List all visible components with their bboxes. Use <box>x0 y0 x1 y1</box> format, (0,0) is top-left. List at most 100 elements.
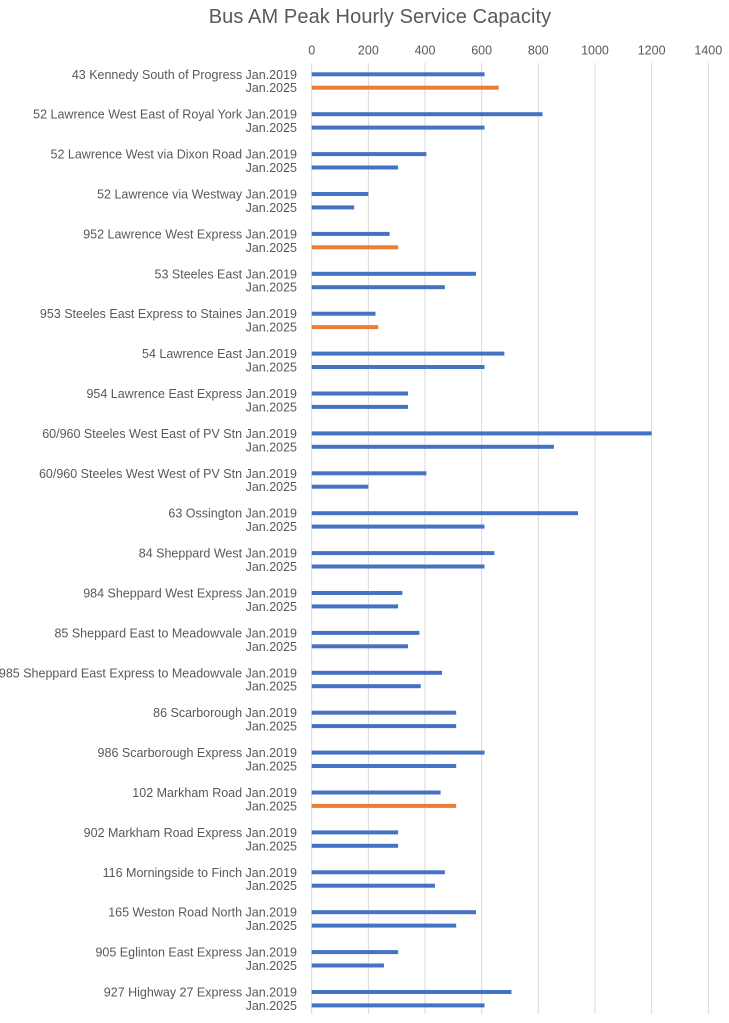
category-label-2019: 60/960 Steeles West East of PV Stn Jan.2… <box>42 427 297 441</box>
bar-2025 <box>311 604 399 609</box>
bar-2019 <box>311 870 445 875</box>
x-tick-label: 1400 <box>694 44 722 58</box>
category-label-2019: 986 Scarborough Express Jan.2019 <box>98 746 297 760</box>
x-axis-tick-labels: 0 200 400 600 800 1000 1200 1400 <box>308 44 722 58</box>
category-label-2019: 84 Sheppard West Jan.2019 <box>139 547 297 561</box>
bar-2025 <box>311 125 485 130</box>
route-name: 985 Sheppard East Express to Meadowvale <box>0 666 242 680</box>
bar-2019 <box>311 750 485 755</box>
bar-2025 <box>311 365 485 369</box>
period-label: Jan.2019 <box>242 626 297 640</box>
category-label-2025: Jan.2025 <box>246 241 297 255</box>
period-label: Jan.2019 <box>242 427 297 441</box>
period-label: Jan.2019 <box>242 706 297 720</box>
bar-2019 <box>311 112 543 117</box>
bar-2019 <box>311 152 427 157</box>
category-label-2025: Jan.2025 <box>246 680 297 694</box>
period-label: Jan.2019 <box>242 666 297 680</box>
bar-2019 <box>311 950 399 955</box>
bar-2025 <box>311 205 355 210</box>
category-label-2025: Jan.2025 <box>246 560 297 574</box>
category-label-2025: Jan.2025 <box>246 361 297 375</box>
category-label-2025: Jan.2025 <box>246 799 297 813</box>
bar-2025 <box>311 444 554 449</box>
route-name: 116 Morningside to Finch <box>103 866 242 880</box>
category-label-2025: Jan.2025 <box>246 400 297 414</box>
bar-2019 <box>311 990 512 994</box>
category-label-2019: 953 Steeles East Express to Staines Jan.… <box>40 307 297 321</box>
bar-2019 <box>311 710 457 715</box>
category-label-2019: 116 Morningside to Finch Jan.2019 <box>103 866 297 880</box>
category-label-2019: 985 Sheppard East Express to Meadowvale … <box>0 666 297 680</box>
route-name: 954 Lawrence East Express <box>86 387 242 401</box>
bar-2019 <box>311 271 477 276</box>
category-label-2019: 102 Markham Road Jan.2019 <box>132 786 297 800</box>
period-label: Jan.2019 <box>242 347 297 361</box>
route-name: 85 Sheppard East to Meadowvale <box>54 626 242 640</box>
route-name: 52 Lawrence West East of Royal York <box>33 108 243 122</box>
category-label-2025: Jan.2025 <box>246 520 297 534</box>
category-label-2025: Jan.2025 <box>246 161 297 175</box>
x-tick-label: 0 <box>308 44 315 58</box>
bar-2025 <box>311 963 384 968</box>
bar-2025 <box>311 724 457 729</box>
period-label: Jan.2019 <box>242 68 297 82</box>
category-label-2019: 52 Lawrence West East of Royal York Jan.… <box>33 108 297 122</box>
route-name: 84 Sheppard West <box>139 547 243 561</box>
bar-2025 <box>311 165 399 170</box>
x-tick-label: 1200 <box>638 44 666 58</box>
category-label-2019: 43 Kennedy South of Progress Jan.2019 <box>72 68 297 82</box>
category-label-2025: Jan.2025 <box>246 919 297 933</box>
period-label: Jan.2019 <box>242 906 297 920</box>
category-label-2019: 984 Sheppard West Express Jan.2019 <box>83 587 297 601</box>
bar-2019 <box>311 591 403 595</box>
period-label: Jan.2019 <box>242 467 297 481</box>
category-label-2025: Jan.2025 <box>246 879 297 893</box>
period-label: Jan.2019 <box>242 307 297 321</box>
category-label-2019: 954 Lawrence East Express Jan.2019 <box>86 387 297 401</box>
bar-2019 <box>311 351 505 356</box>
bar-2019 <box>311 511 578 516</box>
x-tick-label: 600 <box>471 44 492 58</box>
route-name: 52 Lawrence via Westway <box>97 188 243 202</box>
route-name: 53 Steeles East <box>155 267 243 281</box>
route-name: 86 Scarborough <box>153 706 242 720</box>
period-label: Jan.2019 <box>242 387 297 401</box>
category-label-2025: Jan.2025 <box>246 720 297 734</box>
bar-2025 <box>311 764 457 768</box>
route-name: 60/960 Steeles West West of PV Stn <box>39 467 242 481</box>
route-name: 60/960 Steeles West East of PV Stn <box>42 427 242 441</box>
bar-2019 <box>311 72 485 77</box>
period-label: Jan.2019 <box>242 866 297 880</box>
category-label-2025: Jan.2025 <box>246 121 297 135</box>
period-label: Jan.2019 <box>242 587 297 601</box>
period-label: Jan.2019 <box>242 267 297 281</box>
route-name: 905 Eglinton East Express <box>95 946 242 960</box>
bar-2019 <box>311 830 399 835</box>
gridlines <box>311 63 709 1014</box>
category-label-2019: 52 Lawrence West via Dixon Road Jan.2019 <box>51 148 298 162</box>
period-label: Jan.2019 <box>242 188 297 202</box>
bar-2019 <box>311 670 443 675</box>
category-label-2025: Jan.2025 <box>246 959 297 973</box>
bar-2019 <box>311 192 369 196</box>
bar-2025 <box>311 245 399 250</box>
period-label: Jan.2019 <box>242 227 297 241</box>
bar-2025 <box>311 923 457 928</box>
bar-2019 <box>311 391 409 396</box>
category-label-2025: Jan.2025 <box>246 321 297 335</box>
category-label-2019: 54 Lawrence East Jan.2019 <box>142 347 297 361</box>
bar-2025 <box>311 404 409 409</box>
route-name: 102 Markham Road <box>132 786 242 800</box>
bar-2025 <box>311 644 409 649</box>
category-label-2019: 905 Eglinton East Express Jan.2019 <box>95 946 297 960</box>
category-label-2025: Jan.2025 <box>246 839 297 853</box>
period-label: Jan.2019 <box>242 547 297 561</box>
bar-2025 <box>311 484 369 489</box>
category-label-2025: Jan.2025 <box>246 760 297 774</box>
bar-2025 <box>311 843 399 848</box>
route-name: 165 Weston Road North <box>108 906 242 920</box>
category-label-2019: 85 Sheppard East to Meadowvale Jan.2019 <box>54 626 297 640</box>
category-label-2019: 63 Ossington Jan.2019 <box>168 507 297 521</box>
